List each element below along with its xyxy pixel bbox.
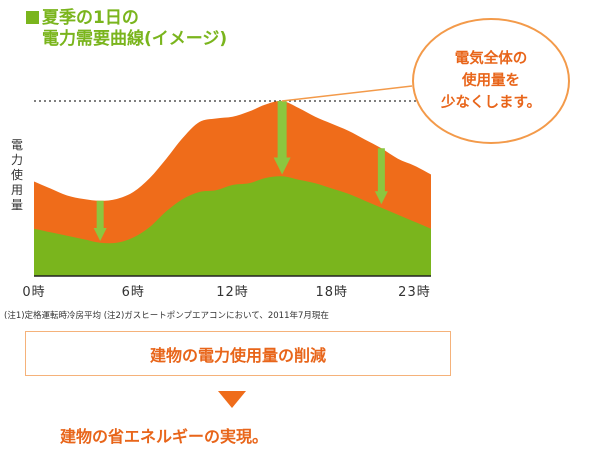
x-tick-label: 18時 — [315, 285, 348, 300]
down-arrow-icon — [218, 391, 246, 408]
x-tick-label: 23時 — [398, 285, 431, 300]
y-axis-label: 電力使用量 — [10, 138, 23, 212]
reduction-arrow-icon — [93, 200, 107, 241]
reduction-arrows — [93, 101, 388, 241]
callout-line-2: 使用量を — [462, 73, 520, 89]
reduction-box: 建物の電力使用量の削減 — [25, 331, 451, 376]
reduction-arrow-icon — [273, 101, 291, 175]
chart-title: 夏季の1日の 電力需要曲線(イメージ) — [26, 8, 227, 50]
x-tick-label: 12時 — [216, 285, 249, 300]
final-text: 建物の省エネルギーの実現。 — [60, 427, 269, 446]
x-tick-label: 0時 — [22, 285, 45, 300]
reduction-arrow-icon — [374, 148, 388, 205]
reduction-text: 建物の電力使用量の削減 — [149, 345, 326, 365]
reduced-demand-area — [34, 176, 431, 276]
x-ticks: 0時 6時 12時 18時 23時 — [22, 285, 431, 300]
areas — [34, 100, 431, 276]
title-line-1: 夏季の1日の — [42, 8, 139, 28]
title-line-2: 電力需要曲線(イメージ) — [42, 29, 228, 49]
callout-connector — [281, 85, 413, 102]
x-tick-label: 6時 — [122, 285, 145, 300]
callout-line-3: 少なくします。 — [440, 95, 542, 111]
title-square-icon — [26, 11, 39, 24]
footnote: (注1)定格運転時冷房平均 (注2)ガスヒートポンプエアコンにおいて、2011年… — [4, 311, 329, 321]
callout-bubble: 電気全体の 使用量を 少なくします。 — [412, 18, 570, 144]
callout-line-1: 電気全体の — [454, 51, 528, 67]
